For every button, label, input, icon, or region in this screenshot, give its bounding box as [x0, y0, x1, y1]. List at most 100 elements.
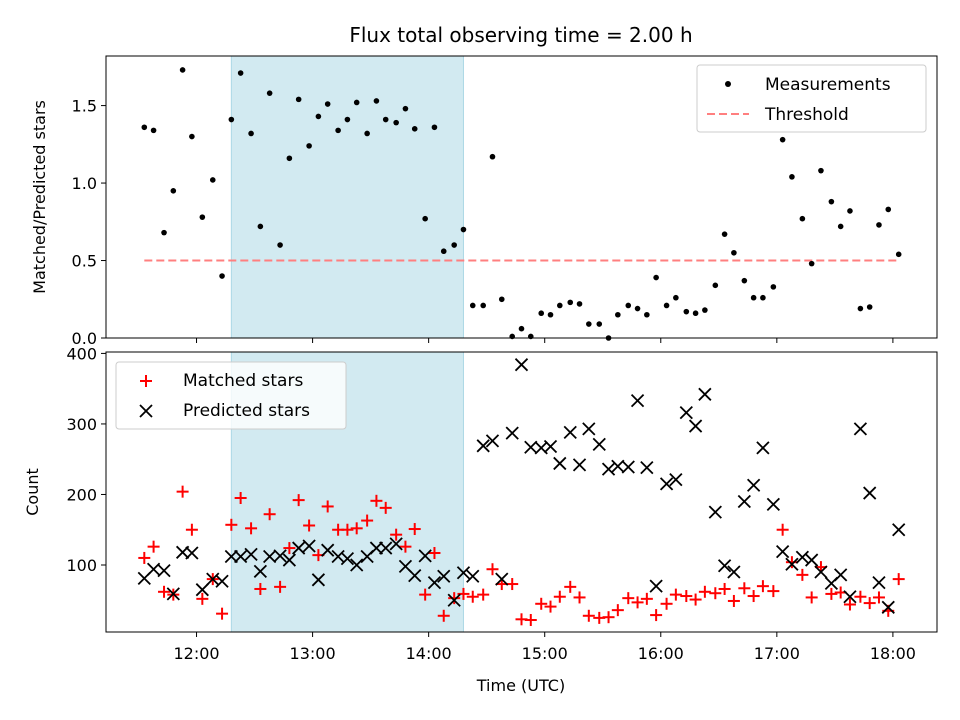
matched-star-point [535, 597, 548, 610]
measurement-point [538, 310, 545, 317]
measurement-point [625, 302, 632, 309]
top-y-axis: 0.0 0.5 1.0 1.5 [72, 97, 106, 348]
predicted-star-point [379, 541, 393, 555]
matched-star-point [785, 556, 798, 569]
predicted-star-point [776, 544, 790, 559]
measurement-point [393, 119, 399, 126]
matched-star-point [553, 590, 566, 603]
measurement-point [663, 302, 670, 309]
y-tick-label: 0.0 [72, 329, 97, 348]
predicted-star-point [881, 600, 895, 614]
measurement-point [141, 124, 148, 131]
predicted-stars-legend-label: Predicted stars [183, 401, 310, 421]
matched-star-point [689, 593, 702, 606]
matched-star-point [756, 580, 769, 593]
matched-star-point [138, 551, 151, 564]
predicted-star-point [233, 549, 248, 564]
bottom-x-axis: 12:00 13:00 14:00 15:00 16:00 17:00 18:00 [173, 632, 916, 663]
measurement-point [189, 133, 195, 140]
y-tick-label: 300 [66, 415, 97, 434]
predicted-star-point [224, 549, 238, 564]
matched-star-point [274, 580, 287, 593]
measurement-point [615, 311, 621, 318]
matched-star-point [892, 573, 905, 586]
predicted-star-point [863, 486, 877, 500]
measurement-point [353, 99, 360, 106]
predicted-star-point [834, 568, 848, 582]
matched-star-point [680, 590, 693, 603]
predicted-star-point [485, 434, 500, 448]
matched-star-point [448, 592, 461, 605]
predicted-star-point [185, 546, 199, 560]
top-plot-area [141, 67, 902, 341]
predicted-star-point [640, 461, 654, 475]
measurement-point [277, 242, 283, 248]
measurement-point [451, 242, 457, 248]
matched-star-point [524, 614, 537, 627]
predicted-star-point [630, 394, 645, 408]
matched-star-point [399, 540, 412, 553]
measurement-point [750, 294, 757, 301]
matched-star-point [631, 596, 644, 609]
predicted-star-point [466, 569, 480, 583]
measurement-point [257, 223, 264, 230]
measurements-legend-label: Measurements [765, 75, 891, 95]
predicted-star-point [495, 572, 509, 586]
measurement-point [847, 208, 853, 214]
matched-star-point [370, 494, 383, 507]
bottom-y-axis: 100 200 300 400 [66, 344, 106, 575]
predicted-star-point [282, 553, 297, 567]
predicted-star-point [447, 593, 461, 607]
matched-star-point [640, 592, 653, 605]
measurement-point [885, 206, 892, 213]
predicted-star-point [766, 497, 780, 511]
matched-star-point [843, 598, 856, 611]
measurement-point [161, 229, 167, 236]
x-tick-label: 18:00 [870, 644, 916, 663]
y-tick-label: 200 [66, 485, 97, 504]
measurement-point [789, 174, 795, 180]
predicted-star-point [611, 459, 625, 473]
matched-star-point [361, 514, 374, 527]
measurement-point [567, 299, 574, 306]
predicted-star-point [505, 426, 519, 440]
x-tick-label: 16:00 [638, 644, 684, 663]
measurement-point [731, 249, 737, 256]
matched-star-point [196, 592, 209, 605]
predicted-star-point [746, 478, 761, 492]
bottom-legend: Matched stars Predicted stars [115, 361, 347, 430]
matched-star-point [669, 588, 682, 601]
measurement-point [712, 282, 719, 289]
matched-star-point [709, 587, 722, 600]
measurement-point [721, 231, 728, 237]
measurement-point [431, 124, 438, 131]
measurement-point [295, 96, 302, 103]
matched-star-point [660, 597, 673, 610]
predicted-star-point [273, 549, 287, 563]
measurement-point [644, 311, 650, 318]
measurement-point [237, 70, 244, 76]
matched-star-point [176, 485, 189, 498]
y-tick-label: 1.5 [72, 97, 97, 116]
matched-star-point [573, 591, 586, 604]
measurement-point [199, 214, 206, 220]
top-panel-title: Flux total observing time = 2.00 h [349, 23, 692, 47]
y-tick-label: 100 [66, 556, 97, 575]
matched-star-point [341, 523, 354, 536]
predicted-star-point [795, 550, 810, 564]
matched-star-point [564, 580, 577, 593]
predicted-star-point [688, 419, 703, 433]
matched-star-point [747, 590, 760, 603]
matched-star-point [147, 540, 160, 553]
measurement-point [673, 294, 679, 301]
matched-star-point [544, 600, 557, 613]
matched-star-point [872, 591, 885, 604]
measurement-point [228, 116, 235, 123]
x-tick-label: 14:00 [406, 644, 452, 663]
matched-star-point [158, 585, 171, 598]
predicted-star-point [601, 462, 616, 476]
matched-star-point [185, 523, 198, 536]
predicted-star-point [253, 564, 267, 578]
measurement-point [422, 215, 428, 222]
x-tick-label: 13:00 [290, 644, 336, 663]
